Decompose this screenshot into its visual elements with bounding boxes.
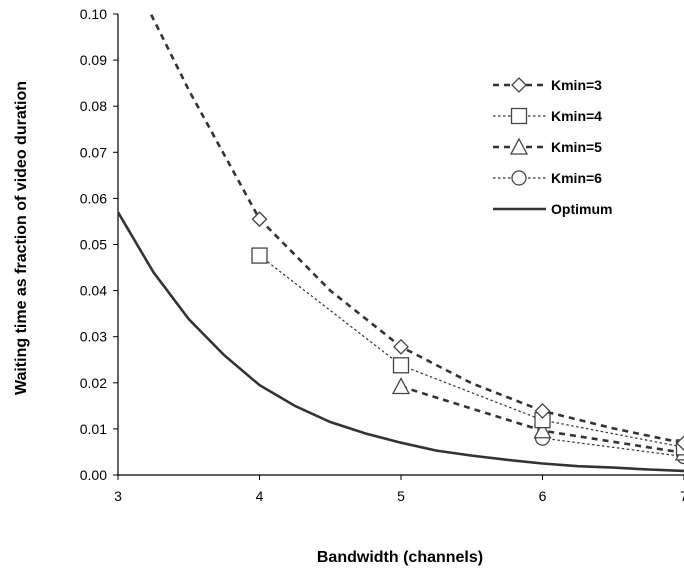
x-tick-label: 7	[680, 488, 684, 504]
plot-area: 0.00 0.01 0.02 0.03 0.04 0.05 0.06 0.07 0.08 0.09…	[80, 6, 684, 504]
x-tick-label: 5	[397, 488, 405, 504]
y-tick-label: 0.00	[80, 467, 107, 483]
data-point-kmin-5	[391, 377, 411, 395]
legend-label-kmin-3: Kmin=3	[551, 77, 602, 93]
x-axis-title: Bandwidth (channels)	[317, 549, 483, 566]
legend-item-optimum: Optimum	[493, 201, 612, 217]
legend-item-kmin-5: Kmin=5	[493, 137, 602, 155]
series-line-kmin-6	[542, 437, 684, 458]
legend-item-kmin-3: Kmin=3	[493, 77, 602, 93]
y-tick-label: 0.05	[80, 237, 107, 253]
x-tick-label: 4	[256, 488, 264, 504]
series-line-kmin-3	[149, 14, 684, 445]
legend-label-kmin-5: Kmin=5	[551, 139, 602, 155]
legend-item-kmin-4: Kmin=4	[493, 107, 602, 125]
y-tick-label: 0.08	[80, 98, 107, 114]
legend: Kmin=3 Kmin=4 Kmin=5 Kmin=6 Optimum	[493, 77, 612, 217]
series-optimum	[118, 211, 684, 473]
data-point-kmin-3	[676, 435, 684, 452]
y-axis-title: Waiting time as fraction of video durati…	[13, 81, 30, 395]
series-kmin-3	[149, 14, 684, 452]
legend-item-kmin-6: Kmin=6	[493, 170, 602, 186]
series-kmin-4	[251, 247, 684, 456]
data-point-kmin-3	[393, 338, 409, 355]
legend-marker-kmin-4	[510, 107, 528, 125]
y-tick-label: 0.06	[80, 190, 107, 206]
y-tick-label: 0.02	[80, 375, 107, 391]
y-tick-label: 0.09	[80, 52, 107, 68]
x-tick-label: 3	[114, 488, 122, 504]
y-tick-label: 0.07	[80, 144, 107, 160]
legend-label-kmin-4: Kmin=4	[551, 108, 602, 124]
data-point-kmin-4	[392, 357, 410, 374]
y-tick-label: 0.01	[80, 421, 107, 437]
data-point-kmin-3	[251, 211, 268, 228]
legend-marker-kmin-5	[509, 137, 529, 155]
legend-label-kmin-6: Kmin=6	[551, 170, 602, 186]
data-point-kmin-4	[251, 247, 268, 264]
legend-label-optimum: Optimum	[551, 201, 612, 217]
y-tick-label: 0.04	[80, 283, 107, 299]
x-tick-label: 6	[539, 488, 547, 504]
legend-marker-kmin-6	[511, 170, 527, 186]
y-tick-label: 0.03	[80, 329, 107, 345]
y-tick-label: 0.10	[80, 6, 107, 22]
data-point-kmin-5	[533, 421, 552, 439]
legend-marker-kmin-3	[511, 77, 527, 93]
series-layer	[118, 14, 684, 473]
data-point-kmin-3	[534, 403, 551, 419]
series-kmin-6	[534, 430, 684, 465]
series-line-optimum	[118, 211, 684, 473]
